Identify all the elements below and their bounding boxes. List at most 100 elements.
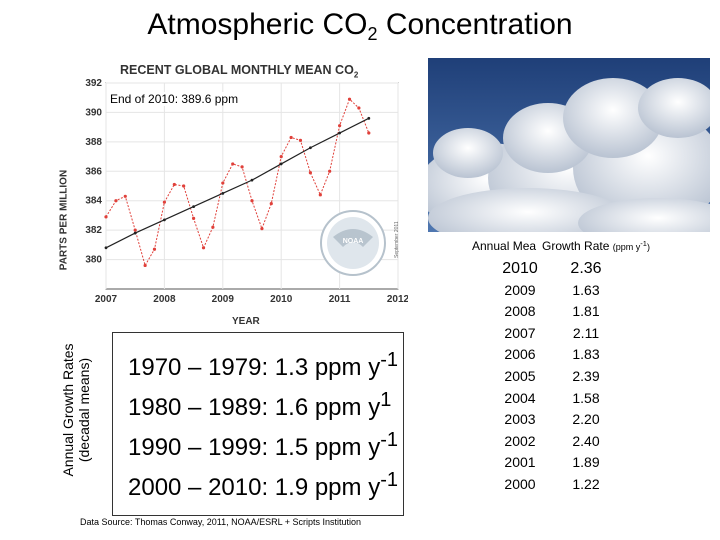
rate-cell: 1.58 (572, 389, 600, 406)
trend-point (104, 246, 108, 250)
monthly-point (308, 171, 312, 175)
trend-point (163, 218, 166, 222)
monthly-point (298, 138, 303, 142)
decadal-text: 1970 – 1979: 1.3 ppm y-1 1980 – 1989: 1.… (128, 344, 400, 504)
monthly-point (201, 246, 206, 250)
rate-cell: 2.11 (572, 324, 600, 341)
monthly-point (328, 169, 332, 173)
year-cell: 2004 (504, 389, 536, 406)
monthly-point (221, 181, 225, 185)
series-line-monthly (105, 98, 370, 267)
monthly-point (231, 162, 235, 166)
decade-1980: 1980 – 1989: 1.6 ppm y1 (128, 389, 392, 421)
y-tick-label: 386 (85, 166, 102, 177)
trend-point (279, 162, 283, 166)
year-cell: 2001 (504, 454, 536, 471)
monthly-point (104, 215, 108, 219)
trend-point (133, 231, 137, 235)
rate-cell: 2.36 (570, 260, 602, 277)
rate-cell: 1.89 (572, 454, 600, 471)
trend-point (367, 116, 371, 120)
logo-core (327, 217, 379, 269)
rate-cell: 1.22 (572, 475, 600, 492)
x-tick-label: 2011 (329, 294, 351, 305)
monthly-point (250, 199, 254, 203)
rate-column: 2.36 1.63 1.81 2.11 1.83 2.39 1.58 2.20 2.40 1.89… (558, 258, 614, 496)
rate-cell: 1.63 (572, 281, 600, 298)
monthly-point (114, 199, 118, 203)
rate-header: Growth Rate (ppm y-1) (542, 239, 650, 253)
monthly-point (338, 124, 342, 128)
table-headers: Annual Mea Growth Rate (ppm y-1) (472, 239, 650, 253)
rate-cell: 2.20 (572, 411, 600, 428)
monthly-point (211, 225, 215, 229)
monthly-point (269, 202, 273, 206)
decade-1990: 1990 – 1999: 1.5 ppm y-1 (128, 429, 398, 461)
logo-text: NOAA (343, 238, 364, 245)
monthly-point (279, 154, 283, 159)
year-cell: 2008 (504, 303, 536, 320)
y-tick-label: 382 (85, 225, 102, 236)
x-tick-label: 2009 (212, 294, 235, 305)
y-tick-label: 388 (85, 137, 102, 148)
monthly-point (182, 184, 186, 188)
monthly-point (318, 193, 322, 197)
y-tick-label: 380 (85, 255, 102, 266)
x-tick-label: 2012 (387, 294, 408, 305)
year-header: Annual Mea (472, 239, 537, 253)
monthly-point (123, 194, 127, 198)
monthly-point (143, 263, 147, 268)
decade-1970: 1970 – 1979: 1.3 ppm y-1 (128, 349, 398, 381)
cloud-photo (428, 58, 710, 232)
decade-2000: 2000 – 2010: 1.9 ppm y-1 (128, 469, 398, 501)
monthly-point (367, 131, 371, 135)
trend-point (250, 178, 254, 182)
trend-point (338, 131, 341, 135)
logo-bird (333, 229, 373, 247)
x-tick-label: 2008 (153, 294, 176, 305)
trend-point (192, 205, 196, 209)
monthly-point (240, 165, 244, 169)
y-tick-label: 392 (85, 78, 102, 89)
year-cell: 2005 (504, 367, 536, 384)
date-stamp: September 2011 (394, 221, 400, 258)
monthly-point (192, 216, 196, 220)
monthly-point (152, 247, 157, 251)
x-tick-label: 2007 (95, 294, 118, 305)
rate-cell: 1.83 (572, 346, 600, 363)
monthly-point (133, 228, 137, 232)
trend-point (309, 146, 312, 150)
monthly-point (162, 200, 166, 204)
rate-cell: 2.40 (572, 432, 600, 449)
monthly-point (347, 97, 352, 101)
chart-x-label: YEAR (232, 316, 260, 327)
data-source: Data Source: Thomas Conway, 2011, NOAA/E… (80, 517, 362, 527)
chart-y-label: PARTS PER MILLION (58, 169, 70, 271)
growth-rates-label: Annual Growth Rates (decadal means) (60, 343, 92, 477)
x-tick-label: 2010 (270, 294, 293, 305)
year-cell: 2000 (504, 475, 536, 492)
year-column: 2010 2009 2008 2007 2006 2005 2004 2003 2002 2001… (492, 258, 548, 496)
year-cell: 2009 (504, 281, 536, 298)
year-cell: 2010 (502, 260, 538, 277)
decadal-box (112, 332, 404, 516)
chart-annotation: End of 2010: 389.6 ppm (108, 92, 241, 106)
rate-cell: 2.39 (572, 367, 600, 384)
co2-chart: 2007 2008 2009 2010 2011 2012 380 382 384 386 388 3… (85, 78, 408, 305)
slide-title: Atmospheric CO2 Concentration (147, 8, 573, 44)
noaa-logo: NOAA (320, 210, 386, 276)
monthly-point (172, 182, 176, 187)
y-tick-label: 390 (85, 107, 102, 118)
trend-point (221, 191, 225, 195)
year-cell: 2003 (504, 411, 536, 428)
chart-title: RECENT GLOBAL MONTHLY MEAN CO2 (120, 63, 359, 80)
year-cell: 2006 (504, 346, 536, 363)
rate-cell: 1.81 (572, 303, 600, 320)
monthly-point (260, 227, 264, 231)
series-line-trend (105, 117, 370, 249)
year-cell: 2002 (504, 432, 536, 449)
year-cell: 2007 (504, 324, 536, 341)
monthly-point (357, 106, 361, 110)
monthly-point (289, 135, 293, 140)
y-tick-label: 384 (85, 196, 102, 207)
